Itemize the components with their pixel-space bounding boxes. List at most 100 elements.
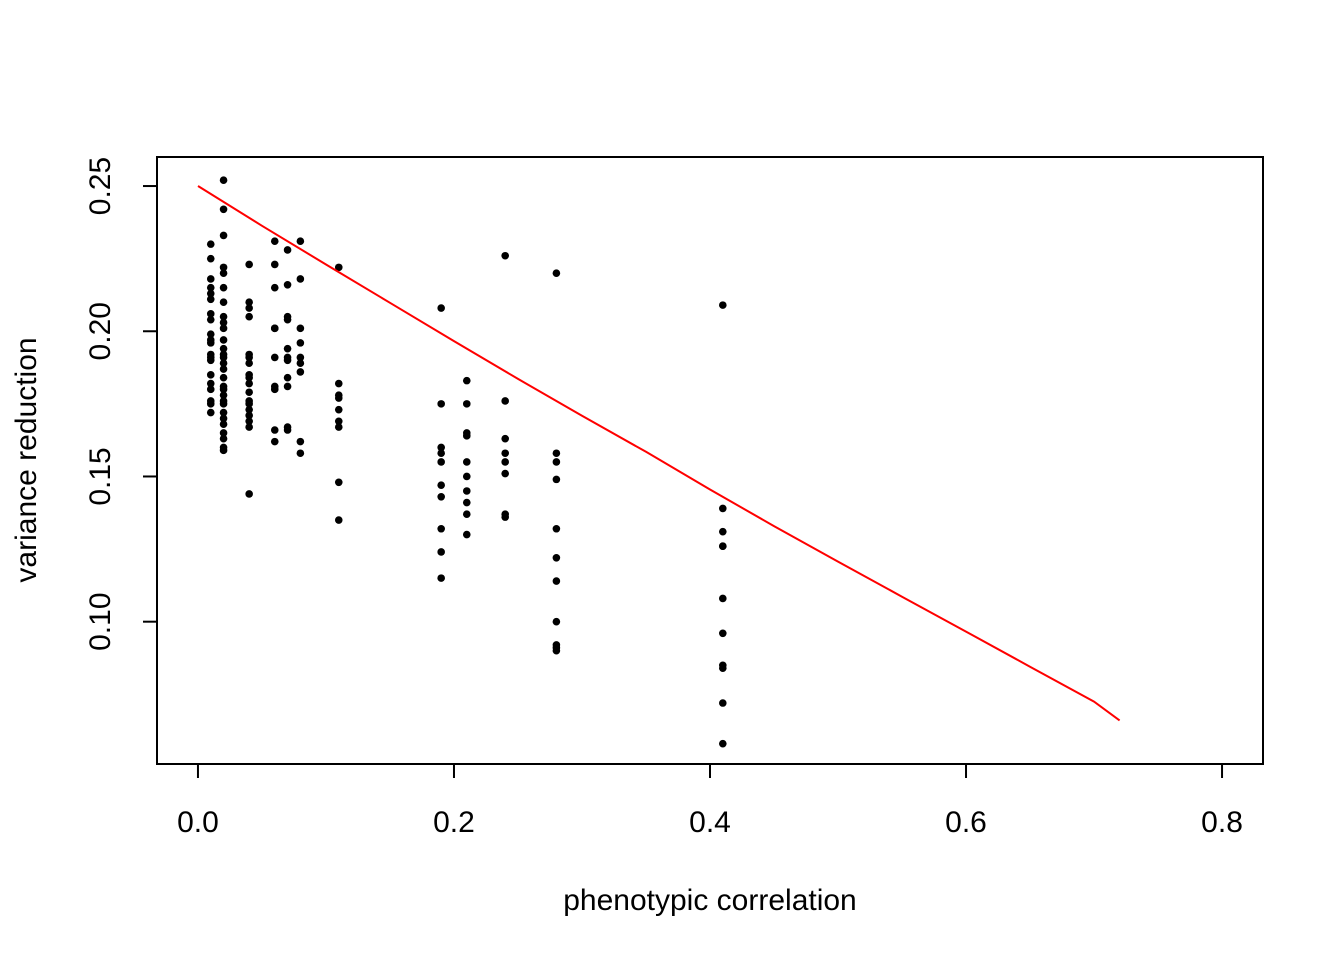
data-point <box>296 359 305 368</box>
data-point <box>462 510 471 519</box>
data-point <box>245 388 253 397</box>
data-point <box>270 426 279 434</box>
data-point <box>501 449 509 458</box>
data-point <box>219 414 228 423</box>
data-point <box>245 411 253 420</box>
y-tick-label: 0.10 <box>84 592 117 650</box>
data-point <box>437 481 445 489</box>
data-point <box>245 490 253 498</box>
data-point <box>501 397 509 405</box>
data-point <box>219 446 228 455</box>
data-point <box>462 458 471 466</box>
data-point <box>219 283 228 292</box>
data-point <box>719 629 727 638</box>
data-point <box>719 739 727 748</box>
data-point <box>334 379 343 388</box>
data-point <box>283 426 292 434</box>
data-point <box>245 359 253 368</box>
y-axis-title: variance reduction <box>10 337 43 582</box>
data-point <box>552 553 561 562</box>
data-point <box>719 301 727 309</box>
data-point <box>219 298 228 307</box>
data-point <box>206 408 215 417</box>
data-point <box>206 310 215 318</box>
data-point <box>245 298 253 307</box>
data-point <box>245 353 253 362</box>
data-point <box>206 385 215 394</box>
x-axis: 0.0 0.2 0.4 0.6 0.8 <box>177 764 1243 839</box>
data-point <box>462 432 471 440</box>
data-point <box>270 437 279 446</box>
data-point <box>719 504 727 513</box>
data-point <box>270 237 279 246</box>
data-point <box>719 664 727 672</box>
data-point <box>206 339 215 347</box>
data-point <box>219 336 228 344</box>
data-point <box>334 417 343 426</box>
x-tick-label: 0.8 <box>1201 806 1243 839</box>
data-point <box>219 385 228 394</box>
data-point <box>219 434 228 443</box>
data-point <box>437 493 445 501</box>
data-point <box>270 283 279 292</box>
data-point <box>283 382 292 391</box>
data-point <box>719 594 727 603</box>
data-point <box>462 487 471 495</box>
data-point <box>245 373 253 382</box>
data-point <box>219 400 228 408</box>
data-point <box>296 437 305 446</box>
data-point <box>437 304 445 312</box>
data-point <box>334 394 343 402</box>
data-point <box>552 269 561 277</box>
y-tick-label: 0.15 <box>84 447 117 505</box>
data-point <box>206 275 215 283</box>
data-point <box>283 315 292 324</box>
data-point <box>245 417 253 426</box>
data-point <box>501 458 509 466</box>
data-point <box>437 574 445 582</box>
data-point <box>206 315 215 324</box>
data-point <box>552 458 561 466</box>
data-point <box>719 527 727 536</box>
data-point <box>437 524 445 533</box>
data-point <box>245 379 253 388</box>
data-point <box>719 542 727 550</box>
data-point <box>219 318 228 327</box>
data-point <box>206 254 215 263</box>
data-point <box>501 469 509 478</box>
data-point <box>462 498 471 507</box>
data-point <box>501 434 509 443</box>
data-point <box>296 275 305 283</box>
data-point <box>437 443 445 452</box>
data-point <box>283 246 292 254</box>
data-point <box>219 373 228 382</box>
x-tick-label: 0.0 <box>177 806 219 839</box>
data-point <box>206 330 215 338</box>
x-tick-label: 0.4 <box>689 806 731 839</box>
data-point <box>219 391 228 399</box>
y-axis: 0.10 0.15 0.20 0.25 <box>84 157 157 651</box>
data-point <box>462 400 471 408</box>
data-point <box>552 524 561 533</box>
data-point <box>296 368 305 376</box>
data-point <box>296 449 305 458</box>
x-tick-label: 0.6 <box>945 806 987 839</box>
data-point <box>206 356 215 365</box>
data-point <box>219 231 228 240</box>
data-point <box>206 371 215 379</box>
data-point <box>283 280 292 289</box>
data-points <box>206 176 727 748</box>
data-point <box>219 408 228 417</box>
data-point <box>219 359 228 368</box>
data-point <box>206 400 215 408</box>
data-point <box>437 458 445 466</box>
data-point <box>552 577 561 585</box>
data-point <box>206 289 215 298</box>
data-point <box>219 312 228 321</box>
data-point <box>437 449 445 458</box>
data-point <box>206 295 215 304</box>
data-point <box>206 379 215 388</box>
data-point <box>462 376 471 385</box>
data-point <box>219 353 228 362</box>
data-point <box>552 617 561 626</box>
